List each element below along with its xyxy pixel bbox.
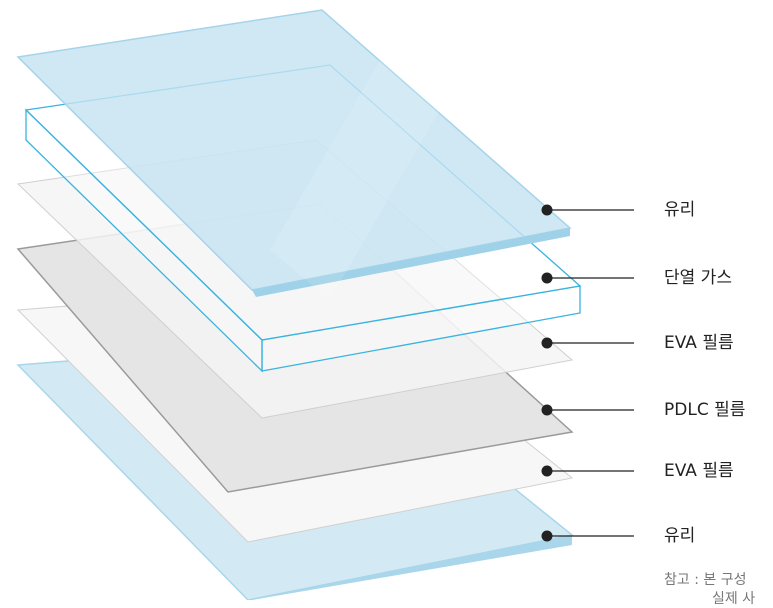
leader-glass-top xyxy=(541,204,634,216)
reference-note: 참고 : 본 구성 xyxy=(664,572,747,588)
label-insulating-gas: 단열 가스 xyxy=(664,268,732,288)
reference-note-continued: 실제 사 xyxy=(712,591,756,607)
label-glass-bottom: 유리 xyxy=(664,526,696,546)
leader-pdlc-film xyxy=(541,404,634,416)
leader-eva-film-bottom xyxy=(541,465,634,477)
label-pdlc-film: PDLC 필름 xyxy=(664,400,746,420)
label-glass-top: 유리 xyxy=(664,200,696,220)
label-eva-film-top: EVA 필름 xyxy=(664,333,734,353)
leader-glass-bottom xyxy=(541,530,634,542)
leader-insulating-gas xyxy=(541,272,634,284)
label-eva-film-bottom: EVA 필름 xyxy=(664,461,734,481)
leader-eva-film-top xyxy=(541,337,634,349)
glass-top-layer xyxy=(16,9,572,300)
